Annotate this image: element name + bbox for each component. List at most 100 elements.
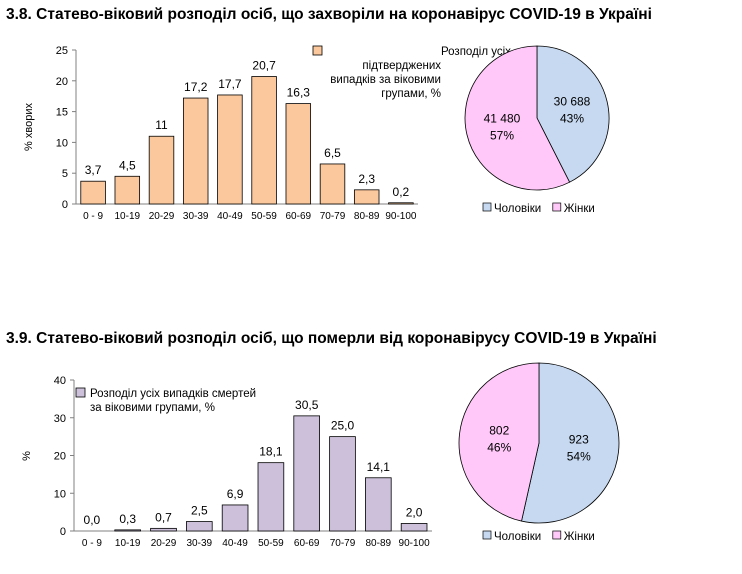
bar-deaths-x-tick-label: 20-29: [151, 538, 177, 549]
bar-deaths-bar-value-label: 0,7: [155, 510, 172, 524]
bar-infected-legend-text: випадків за віковими: [330, 74, 441, 86]
bar-infected-bar: [251, 76, 277, 205]
bar-deaths-x-tick-label: 80-89: [366, 538, 392, 549]
bar-infected-bar: [80, 180, 106, 205]
bar-deaths-bar: [257, 462, 285, 532]
bar-deaths-y-tick-label: 10: [54, 488, 66, 500]
bar-infected-legend-swatch: [312, 45, 323, 56]
bar-deaths-bar-value-label: 30,5: [295, 398, 319, 412]
bar-infected-bar-value-label: 4,5: [119, 158, 136, 172]
pie-deaths-slice: [458, 362, 540, 522]
bar-infected-bar: [217, 94, 243, 205]
bar-deaths-x-tick-label: 10-19: [115, 538, 141, 549]
bar-infected-bar: [114, 175, 141, 205]
bar-infected-y-axis-label: % хворих: [23, 103, 35, 151]
bar-infected-y-tick-label: 25: [56, 45, 68, 57]
bar-deaths-y-tick-label: 40: [54, 375, 66, 387]
bar-deaths-bar: [365, 477, 392, 532]
bar-infected-x-tick-label: 80-89: [354, 211, 380, 222]
pie-deaths-slice-value-label: 923: [569, 432, 589, 446]
pie-deaths-slice: [521, 362, 620, 524]
pie-infected-slice-value-label: 30 688: [554, 95, 591, 109]
bar-infected-x-tick-label: 90-100: [385, 211, 417, 222]
pie-deaths-slice-percent-label: 46%: [487, 441, 511, 455]
bar-infected-legend-text: Розподіл усіх: [441, 46, 511, 58]
bar-infected-x-tick-label: 10-19: [115, 211, 141, 222]
bar-deaths-bar-value-label: 2,0: [406, 505, 423, 519]
bar-deaths-bar-value-label: 14,1: [367, 460, 391, 474]
bar-infected-bar: [182, 97, 209, 205]
pie-infected-slice-percent-label: 43%: [560, 112, 584, 126]
pie-infected-legend-swatch: [482, 202, 492, 212]
bar-deaths-y-tick-label: 20: [54, 451, 66, 463]
bar-infected-bar-value-label: 2,3: [358, 172, 375, 186]
pie-infected-legend-text: Чоловіки: [494, 203, 541, 215]
pie-deaths-legend-text: Жінки: [564, 531, 595, 543]
bar-infected-x-tick-label: 60-69: [286, 211, 312, 222]
pie-deaths-slice-value-label: 802: [489, 424, 509, 438]
bar-infected-y-tick-label: 15: [56, 107, 68, 119]
bar-deaths-bar: [114, 529, 141, 532]
bar-deaths-bar-value-label: 0,0: [84, 513, 101, 527]
bar-deaths-x-tick-label: 60-69: [294, 538, 320, 549]
bar-infected-y-tick-label: 10: [56, 137, 68, 149]
bar-infected-bar-value-label: 11: [155, 118, 168, 132]
pie-deaths-legend-swatch: [482, 530, 492, 540]
pie-deaths-slice-percent-label: 54%: [567, 449, 591, 463]
bar-deaths-x-tick-label: 90-100: [399, 538, 431, 549]
bar-deaths-y-tick-label: 0: [60, 526, 66, 538]
bar-infected-x-tick-label: 70-79: [320, 211, 346, 222]
bar-deaths-x-tick-label: 50-59: [258, 538, 284, 549]
pie-infected-slice-percent-label: 57%: [490, 128, 514, 142]
pie-infected-slice: [536, 45, 610, 183]
pie-infected-slice-value-label: 41 480: [484, 111, 521, 125]
bar-deaths-bar-value-label: 25,0: [331, 419, 355, 433]
bar-deaths-legend-swatch: [75, 387, 86, 398]
bar-deaths-bar-value-label: 18,1: [259, 445, 283, 459]
bar-deaths-y-axis-label: %: [21, 451, 33, 461]
bar-infected-bar: [388, 202, 414, 205]
bar-deaths-bar: [150, 527, 177, 532]
bar-infected-bar: [148, 135, 175, 205]
bar-infected-x-tick-label: 50-59: [251, 211, 277, 222]
bar-infected-legend-text: підтверджених: [362, 60, 441, 72]
bar-infected-bar-value-label: 3,7: [85, 163, 102, 177]
bar-deaths-x-tick-label: 0 - 9: [82, 538, 102, 549]
pie-infected-slice: [464, 45, 571, 191]
bar-infected-bar-value-label: 17,7: [218, 77, 242, 91]
bar-infected-x-tick-label: 0 - 9: [83, 211, 103, 222]
bar-deaths-bar-value-label: 0,3: [119, 512, 136, 526]
bar-infected-bar-value-label: 16,3: [287, 86, 311, 100]
bar-infected-bar-value-label: 20,7: [252, 58, 276, 72]
bar-infected-x-tick-label: 40-49: [217, 211, 243, 222]
pie-deaths-legend-text: Чоловіки: [494, 531, 541, 543]
bar-infected-bar: [353, 189, 380, 205]
bar-infected-y-tick-label: 20: [56, 76, 68, 88]
bar-deaths-x-tick-label: 40-49: [222, 538, 248, 549]
bar-infected-legend-text: групами, %: [381, 88, 441, 100]
bar-deaths-bar: [186, 521, 213, 532]
bar-infected-y-tick-label: 0: [62, 199, 68, 211]
bar-infected-bar-value-label: 17,2: [184, 80, 208, 94]
bar-deaths-x-tick-label: 30-39: [187, 538, 213, 549]
bar-infected-y-tick-label: 5: [62, 168, 68, 180]
bar-deaths-bar: [293, 415, 320, 532]
bar-infected-bar-value-label: 6,5: [324, 146, 341, 160]
bar-infected-x-tick-label: 20-29: [149, 211, 175, 222]
chart-title-infected: 3.8. Статево-віковий розподіл осіб, що з…: [6, 6, 652, 23]
pie-infected-legend-text: Жінки: [564, 203, 595, 215]
pie-deaths-legend-swatch: [552, 530, 562, 540]
bar-deaths-bar-value-label: 2,5: [191, 504, 208, 518]
bar-deaths-bar-value-label: 6,9: [227, 487, 244, 501]
bar-deaths-bar: [400, 523, 428, 532]
bar-infected-x-tick-label: 30-39: [183, 211, 209, 222]
bar-deaths-legend-text: за віковими групами, %: [90, 402, 215, 414]
bar-infected-bar-value-label: 0,2: [393, 185, 410, 199]
bar-deaths-bar: [221, 504, 249, 532]
bar-infected-bar: [285, 103, 312, 205]
bar-deaths-bar: [329, 436, 356, 532]
bar-deaths-legend-text: Розподіл усіх випадків смертей: [90, 388, 256, 400]
pie-infected-legend-swatch: [552, 202, 562, 212]
bar-deaths-x-tick-label: 70-79: [330, 538, 356, 549]
